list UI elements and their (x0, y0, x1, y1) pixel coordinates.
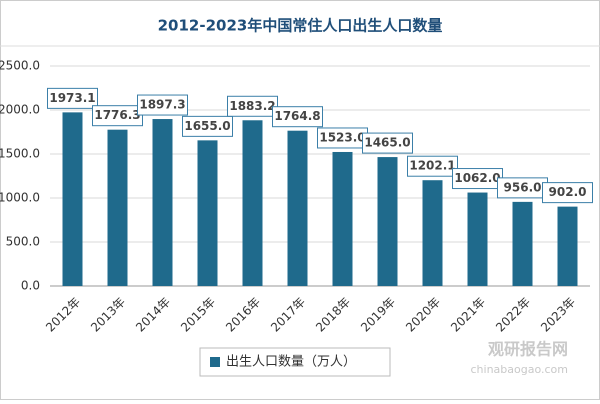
data-label: 1883.2 (229, 99, 275, 113)
bar (152, 119, 173, 286)
watermark-name: 观研报告网 (488, 340, 568, 359)
data-label: 1655.0 (184, 119, 230, 133)
y-tick-label: 1000.0 (0, 191, 40, 205)
data-label: 1523.0 (319, 130, 365, 144)
bar (62, 112, 83, 286)
data-label: 956.0 (504, 180, 542, 194)
y-tick-label: 2500.0 (0, 59, 40, 73)
data-label-box (362, 132, 413, 154)
bar (287, 130, 308, 286)
data-label: 1764.8 (274, 109, 320, 123)
legend-swatch (210, 357, 220, 367)
watermark-url: chinabaogao.com (471, 363, 569, 376)
data-label: 1897.3 (139, 98, 185, 112)
data-label: 1776.3 (94, 108, 140, 122)
legend-box (199, 347, 391, 377)
data-label-box (542, 182, 593, 204)
bar (197, 140, 218, 286)
data-label-box (182, 115, 233, 137)
bar (467, 192, 488, 286)
y-tick-label: 500.0 (6, 235, 40, 249)
y-tick-label: 1500.0 (0, 147, 40, 161)
data-label-box (407, 155, 458, 177)
bar (422, 180, 443, 286)
bar (557, 206, 578, 286)
legend-label: 出生人口数量（万人） (226, 355, 356, 370)
data-label: 1973.1 (49, 91, 95, 105)
data-label: 1465.0 (364, 136, 410, 150)
data-label: 902.0 (549, 185, 587, 199)
data-label-box (47, 87, 98, 109)
chart-title: 2012-2023年中国常住人口出生人口数量 (158, 17, 443, 35)
bar (332, 151, 353, 286)
y-tick-label: 0.0 (21, 279, 40, 293)
data-label-box (272, 106, 323, 128)
data-label: 1202.1 (409, 159, 455, 173)
bar (107, 129, 128, 286)
bar (512, 201, 533, 286)
y-tick-label: 2000.0 (0, 103, 40, 117)
data-label-box (92, 105, 143, 127)
bar (377, 157, 398, 286)
data-label: 1062.0 (454, 171, 500, 185)
data-label-box (137, 94, 188, 116)
bar (242, 120, 263, 286)
